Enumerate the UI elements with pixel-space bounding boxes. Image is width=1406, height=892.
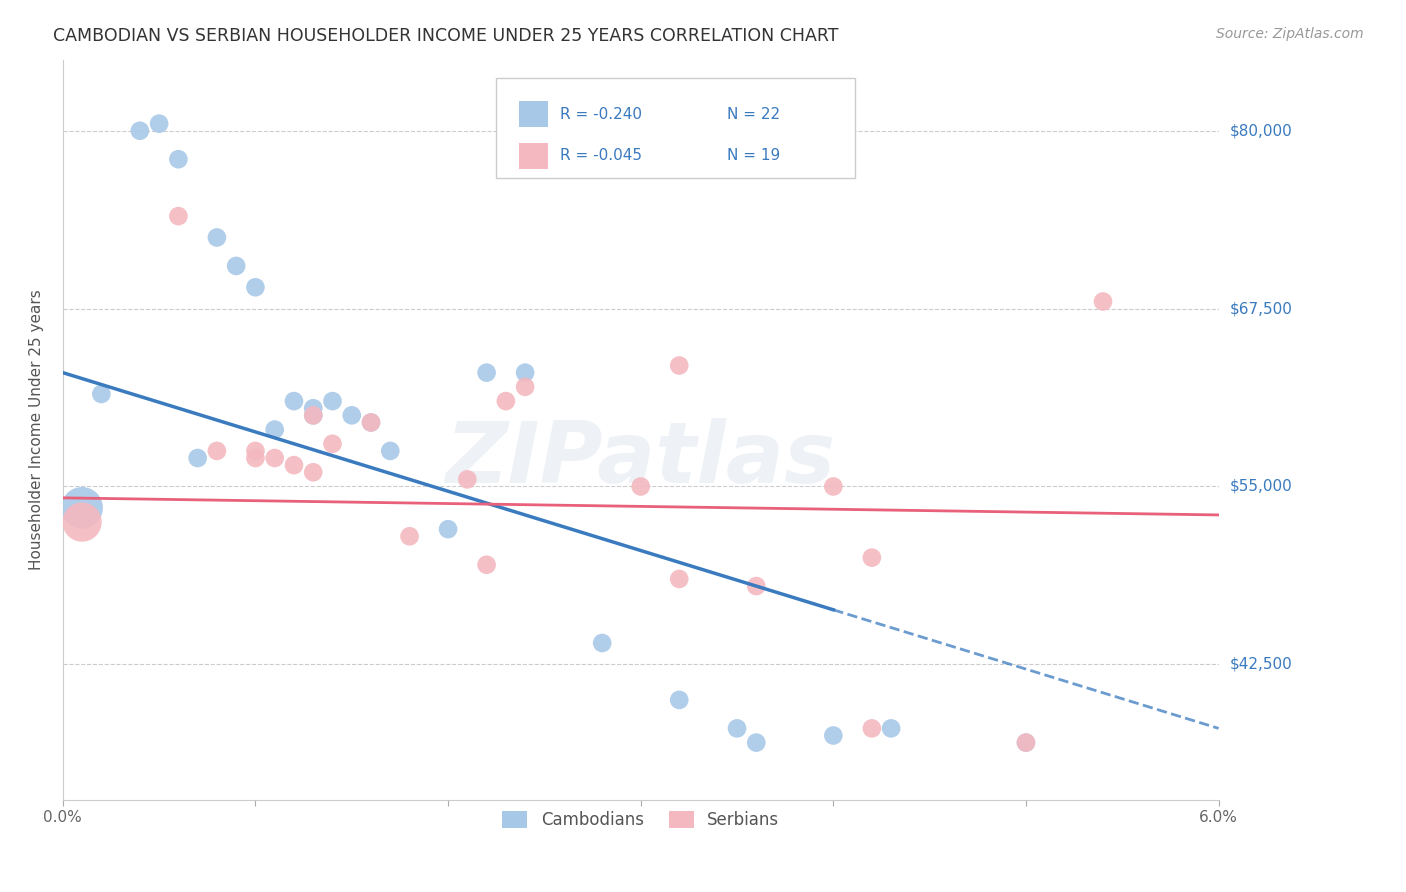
Point bbox=[380, 443, 402, 458]
Point bbox=[1015, 736, 1038, 750]
Text: N = 22: N = 22 bbox=[727, 107, 780, 121]
Point bbox=[245, 280, 267, 294]
Legend: Cambodians, Serbians: Cambodians, Serbians bbox=[496, 804, 786, 836]
Text: Source: ZipAtlas.com: Source: ZipAtlas.com bbox=[1216, 27, 1364, 41]
Point bbox=[475, 558, 498, 572]
Text: ZIPatlas: ZIPatlas bbox=[446, 417, 835, 500]
Point bbox=[148, 117, 170, 131]
Point bbox=[437, 522, 460, 536]
Point bbox=[245, 443, 267, 458]
Point bbox=[70, 515, 93, 529]
Point bbox=[70, 500, 93, 515]
Point bbox=[1015, 736, 1038, 750]
Point bbox=[302, 409, 325, 423]
Point bbox=[513, 366, 536, 380]
Point bbox=[630, 479, 652, 493]
Point bbox=[1092, 294, 1115, 309]
Point bbox=[283, 394, 305, 409]
Point bbox=[187, 450, 209, 465]
Point bbox=[302, 409, 325, 423]
Text: R = -0.240: R = -0.240 bbox=[560, 107, 641, 121]
Point bbox=[860, 722, 883, 736]
Text: CAMBODIAN VS SERBIAN HOUSEHOLDER INCOME UNDER 25 YEARS CORRELATION CHART: CAMBODIAN VS SERBIAN HOUSEHOLDER INCOME … bbox=[53, 27, 839, 45]
Point bbox=[456, 472, 478, 486]
Point bbox=[263, 450, 285, 465]
Point bbox=[668, 572, 690, 586]
Point bbox=[823, 729, 845, 743]
Point bbox=[360, 416, 382, 430]
Point bbox=[668, 693, 690, 707]
Point bbox=[340, 409, 363, 423]
Point bbox=[167, 209, 190, 223]
Text: R = -0.045: R = -0.045 bbox=[560, 148, 641, 163]
Text: $80,000: $80,000 bbox=[1230, 123, 1292, 138]
Point bbox=[591, 636, 613, 650]
Bar bbox=[519, 143, 548, 169]
Bar bbox=[519, 101, 548, 128]
Point bbox=[205, 230, 228, 244]
Point bbox=[823, 479, 845, 493]
Point bbox=[167, 152, 190, 166]
Point bbox=[360, 416, 382, 430]
Point bbox=[495, 394, 517, 409]
Point bbox=[90, 387, 112, 401]
Point bbox=[283, 458, 305, 472]
Point bbox=[513, 380, 536, 394]
Point bbox=[398, 529, 420, 543]
Point bbox=[725, 722, 748, 736]
Point bbox=[745, 736, 768, 750]
Text: $55,000: $55,000 bbox=[1230, 479, 1292, 494]
Text: N = 19: N = 19 bbox=[727, 148, 780, 163]
Point bbox=[321, 437, 343, 451]
Text: $42,500: $42,500 bbox=[1230, 657, 1292, 672]
Point bbox=[128, 124, 150, 138]
Y-axis label: Householder Income Under 25 years: Householder Income Under 25 years bbox=[30, 289, 44, 570]
Point bbox=[263, 423, 285, 437]
Point bbox=[880, 722, 903, 736]
Point bbox=[225, 259, 247, 273]
Point bbox=[475, 366, 498, 380]
FancyBboxPatch shape bbox=[496, 78, 855, 178]
Point bbox=[302, 401, 325, 416]
Point bbox=[745, 579, 768, 593]
Point bbox=[205, 443, 228, 458]
Point bbox=[302, 465, 325, 479]
Text: $67,500: $67,500 bbox=[1230, 301, 1292, 316]
Point bbox=[245, 450, 267, 465]
Point bbox=[321, 394, 343, 409]
Point bbox=[860, 550, 883, 565]
Point bbox=[668, 359, 690, 373]
